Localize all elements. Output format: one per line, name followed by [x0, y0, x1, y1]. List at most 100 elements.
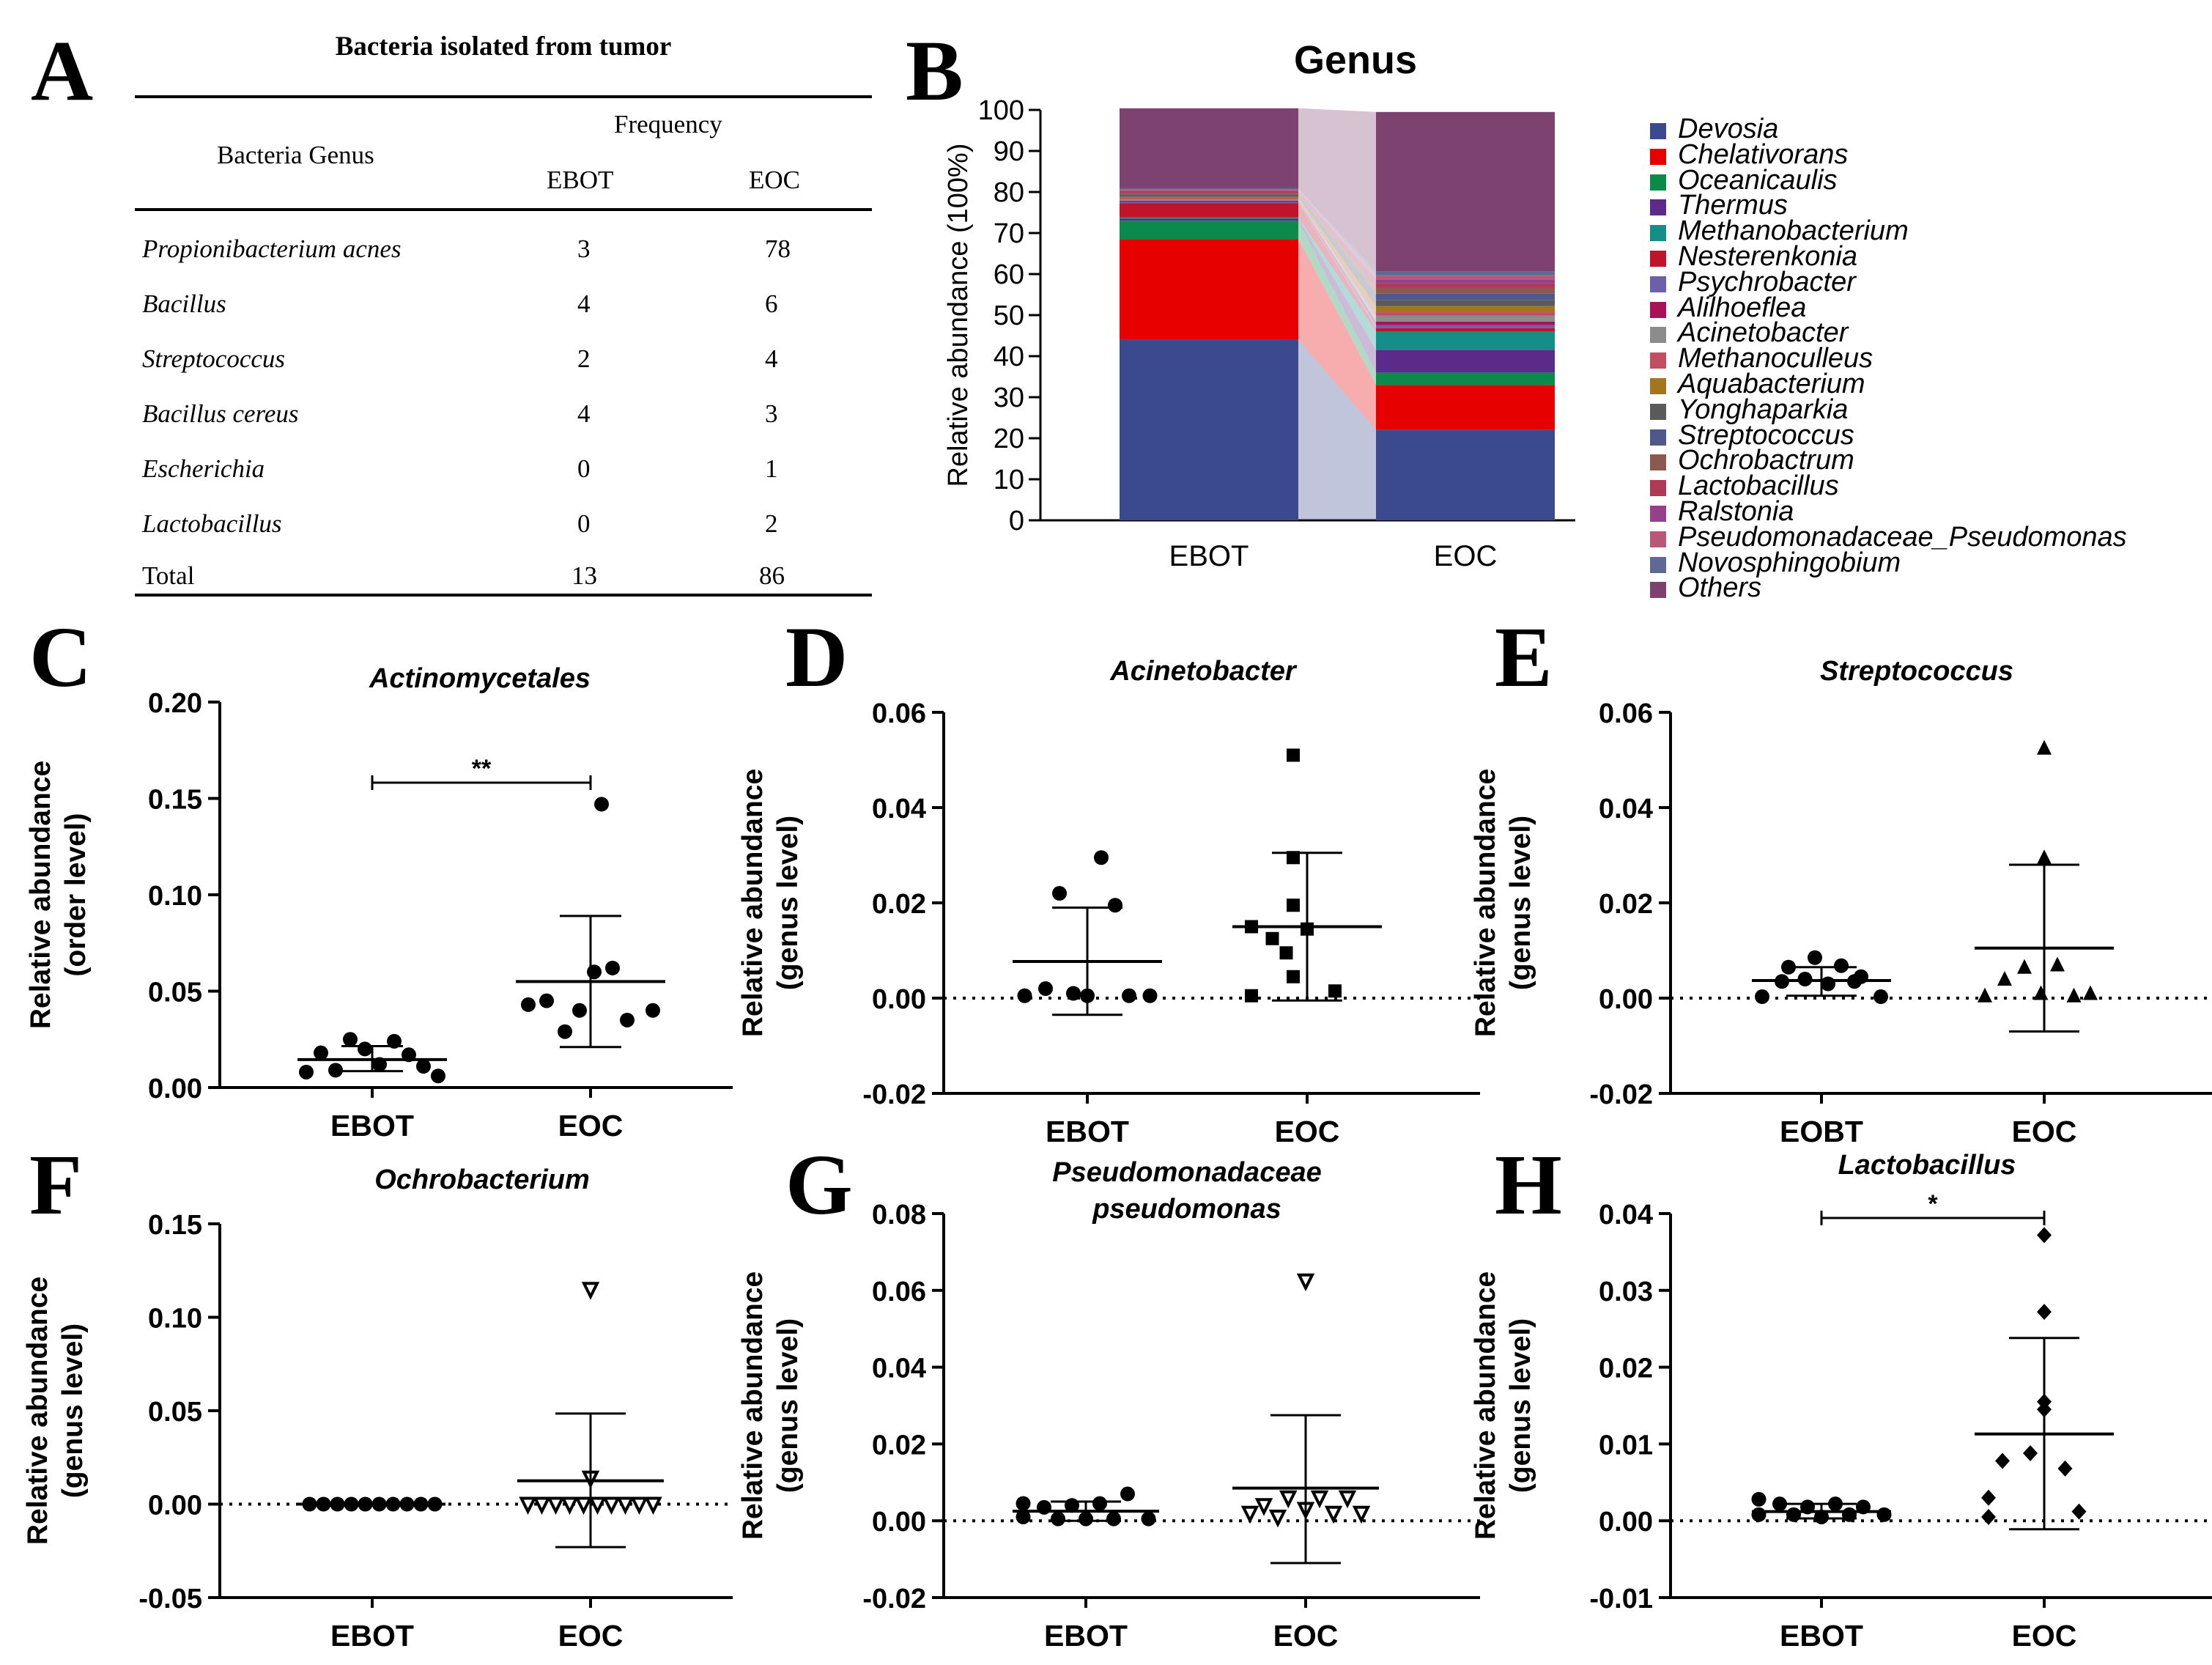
chart-title: Acinetobacter [1109, 656, 1298, 687]
chart-title: Actinomycetales [369, 663, 591, 694]
y-tick-label: 0.01 [1599, 1430, 1653, 1461]
data-point [519, 1496, 537, 1515]
y-axis-label: Relative abundance [25, 761, 56, 1029]
streptococcus-dot-plot: Streptococcus -0.02 0.00 0.02 0.04 0.06 Relati… [1470, 656, 2212, 1143]
y-tick-label: 90 [994, 136, 1024, 167]
bar-segment [1376, 429, 1555, 520]
y-tick-label: 0.00 [872, 1507, 926, 1537]
table-cell-genus: Lactobacillus [142, 509, 282, 538]
data-point [387, 1033, 402, 1049]
data-point [1287, 898, 1300, 912]
data-point [2083, 985, 2098, 1000]
data-point [1038, 981, 1053, 996]
data-point [1142, 988, 1158, 1003]
legend-label: Streptococcus [1678, 419, 1854, 451]
table-cell-total-eoc: 86 [759, 561, 785, 590]
table-cell-eoc: 3 [765, 399, 778, 428]
bar-segment [1376, 271, 1555, 276]
bar-segment [1120, 200, 1298, 202]
data-point [1978, 987, 1992, 1003]
y-axis-label: Relative abundance [737, 1271, 769, 1540]
data-point [605, 960, 620, 975]
bar-segment [1376, 300, 1555, 306]
data-point [2023, 1444, 2038, 1461]
data-point [1324, 1505, 1343, 1524]
bar-segment [1120, 239, 1298, 340]
legend-swatch [1650, 276, 1666, 292]
data-point [1120, 1486, 1135, 1502]
bar-segment [1376, 321, 1555, 325]
stack-connector [1298, 194, 1376, 300]
table-cell-genus: Bacillus [142, 289, 226, 318]
y-tick-label: 0.02 [872, 1430, 926, 1461]
data-point [1051, 1511, 1065, 1526]
legend-label: Pseudomonadaceae_Pseudomonas [1678, 521, 2127, 553]
data-point [1981, 1489, 1996, 1506]
legend-swatch [1650, 480, 1666, 497]
bar-segment [1120, 196, 1298, 199]
bar-segment [1376, 306, 1555, 313]
data-point [1328, 984, 1342, 998]
x-tick-label: EOC [558, 1109, 624, 1142]
chart-title: Pseudomonadaceae [1052, 1157, 1321, 1188]
data-point [1755, 989, 1769, 1005]
y-tick-label: 0 [1009, 506, 1024, 536]
bar-segment [1376, 372, 1555, 385]
table-cell-genus: Propionibacterium acnes [142, 235, 402, 263]
bar-segment [1376, 315, 1555, 322]
stack-connector [1298, 202, 1376, 328]
data-point [2037, 739, 2052, 755]
y-tick-label: 0.00 [1599, 1507, 1653, 1537]
table-cell-total-label: Total [142, 561, 195, 590]
chart-title: Genus [1294, 38, 1417, 82]
data-point [1997, 971, 2012, 986]
table-cell-ebot: 4 [577, 399, 591, 428]
data-point [416, 1059, 431, 1074]
bacteria-frequency-table: Bacteria isolated from tumor Bacteria Ge… [135, 22, 872, 608]
bar-segment [1120, 218, 1298, 221]
legend-swatch [1650, 582, 1666, 599]
table-cell-eoc: 2 [765, 509, 778, 538]
data-point [1287, 970, 1300, 983]
table-cell-genus: Bacillus cereus [142, 399, 299, 428]
legend-swatch [1650, 454, 1666, 471]
y-tick-label: -0.05 [138, 1584, 202, 1614]
data-point [574, 1496, 593, 1515]
y-tick-label: 60 [994, 259, 1024, 290]
data-point [2050, 956, 2065, 972]
data-point [2037, 1227, 2052, 1244]
y-tick-label: 0.02 [1599, 1354, 1653, 1384]
data-point [602, 1496, 621, 1515]
legend-label: Devosia [1678, 114, 1779, 144]
y-tick-label: 0.06 [872, 1277, 926, 1307]
data-point [1786, 1507, 1801, 1522]
data-point [1094, 850, 1109, 865]
y-tick-label: 0.15 [148, 1210, 202, 1241]
data-point [1052, 886, 1067, 901]
y-tick-label: 80 [994, 177, 1024, 208]
data-point [1296, 1273, 1315, 1292]
y-tick-label: 0.10 [148, 881, 202, 912]
y-tick-label: -0.01 [1589, 1584, 1653, 1614]
data-point [2037, 849, 2052, 865]
data-point [431, 1068, 445, 1084]
stack-connector [1298, 188, 1376, 276]
bar-segment [1120, 188, 1298, 190]
legend-label: Others [1678, 572, 1762, 604]
stack-connector [1298, 199, 1376, 322]
table-cell-ebot: 0 [577, 509, 591, 538]
legend-label: Yonghaparkia [1678, 394, 1849, 425]
data-point [1873, 989, 1888, 1005]
acinetobacter-dot-plot: Acinetobacter -0.02 0.00 0.02 0.04 0.06 Relati… [737, 656, 1480, 1143]
bar-segment [1376, 385, 1555, 430]
data-point [1287, 851, 1300, 865]
chart-title: Streptococcus [1820, 656, 2013, 687]
y-tick-label: 0.06 [872, 698, 926, 729]
data-point [1981, 1508, 1996, 1525]
y-axis-label-line2: (order level) [60, 813, 92, 976]
data-point [620, 1012, 635, 1027]
y-tick-label: 40 [994, 342, 1024, 372]
stack-connector [1298, 189, 1376, 280]
panel-letter-d: D [785, 609, 848, 705]
data-point [1141, 1511, 1156, 1526]
